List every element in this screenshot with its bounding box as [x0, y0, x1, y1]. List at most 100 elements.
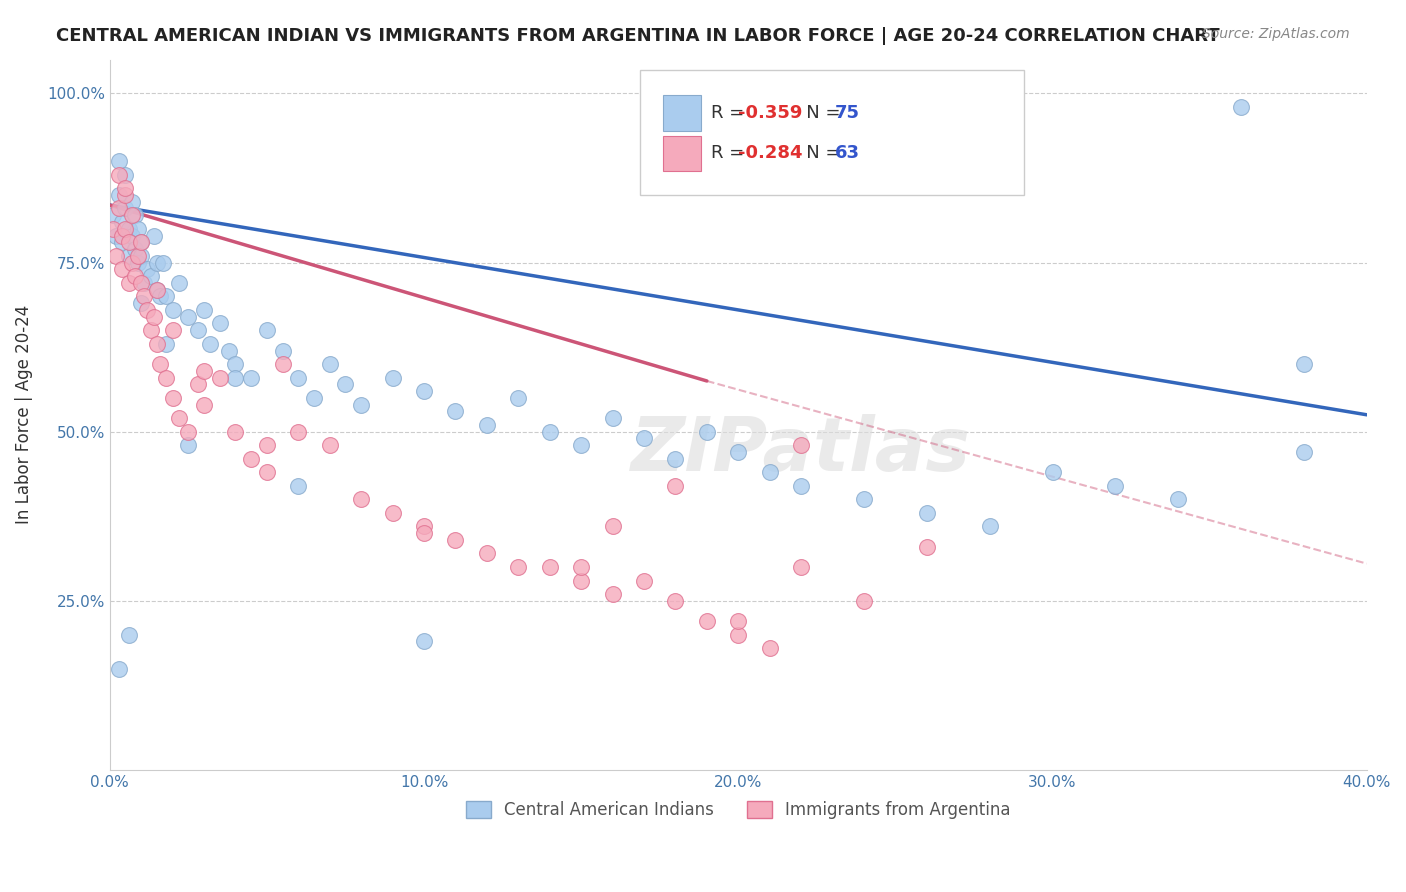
- Point: [218, 343, 240, 358]
- Point: [114, 188, 136, 202]
- Point: [790, 438, 813, 452]
- Point: [167, 276, 190, 290]
- Point: [224, 425, 246, 439]
- Point: [633, 574, 655, 588]
- Text: -0.359: -0.359: [738, 103, 803, 122]
- Point: [114, 181, 136, 195]
- Point: [602, 587, 624, 601]
- Point: [162, 323, 184, 337]
- Point: [111, 228, 134, 243]
- Point: [664, 451, 686, 466]
- Point: [149, 357, 172, 371]
- Point: [664, 479, 686, 493]
- Point: [117, 249, 139, 263]
- Text: N =: N =: [789, 103, 846, 122]
- Point: [193, 302, 215, 317]
- Point: [136, 262, 159, 277]
- Point: [696, 614, 718, 628]
- Point: [121, 194, 143, 209]
- Point: [758, 465, 780, 479]
- Point: [1292, 445, 1315, 459]
- FancyBboxPatch shape: [662, 95, 700, 130]
- Point: [117, 628, 139, 642]
- Point: [155, 370, 177, 384]
- Point: [1104, 479, 1126, 493]
- Text: -0.284: -0.284: [738, 145, 803, 162]
- Point: [177, 425, 200, 439]
- Text: 75: 75: [835, 103, 860, 122]
- Point: [108, 202, 131, 216]
- Point: [508, 560, 530, 574]
- Text: CENTRAL AMERICAN INDIAN VS IMMIGRANTS FROM ARGENTINA IN LABOR FORCE | AGE 20-24 : CENTRAL AMERICAN INDIAN VS IMMIGRANTS FR…: [56, 27, 1220, 45]
- Point: [177, 438, 200, 452]
- Point: [915, 540, 938, 554]
- Point: [129, 276, 152, 290]
- Point: [117, 276, 139, 290]
- Point: [167, 411, 190, 425]
- Point: [162, 391, 184, 405]
- Point: [633, 432, 655, 446]
- Point: [915, 506, 938, 520]
- Point: [101, 221, 124, 235]
- Point: [149, 289, 172, 303]
- Point: [287, 479, 309, 493]
- Point: [108, 188, 131, 202]
- Point: [350, 492, 373, 507]
- Point: [121, 208, 143, 222]
- Point: [111, 262, 134, 277]
- Point: [758, 641, 780, 656]
- Point: [602, 411, 624, 425]
- Point: [256, 323, 278, 337]
- Point: [139, 323, 162, 337]
- Point: [413, 634, 436, 648]
- Point: [146, 283, 169, 297]
- Point: [224, 370, 246, 384]
- Point: [127, 255, 149, 269]
- Point: [256, 465, 278, 479]
- Point: [146, 336, 169, 351]
- Point: [124, 208, 146, 222]
- Y-axis label: In Labor Force | Age 20-24: In Labor Force | Age 20-24: [15, 305, 32, 524]
- Text: R =: R =: [710, 145, 749, 162]
- Point: [979, 519, 1001, 533]
- Point: [790, 479, 813, 493]
- Point: [240, 451, 263, 466]
- Point: [111, 215, 134, 229]
- Point: [193, 364, 215, 378]
- Point: [124, 242, 146, 256]
- Point: [129, 235, 152, 250]
- Point: [475, 417, 498, 432]
- Point: [105, 228, 128, 243]
- Point: [287, 370, 309, 384]
- Point: [413, 519, 436, 533]
- Point: [538, 425, 561, 439]
- Point: [134, 289, 156, 303]
- Text: Source: ZipAtlas.com: Source: ZipAtlas.com: [1202, 27, 1350, 41]
- Text: R =: R =: [710, 103, 749, 122]
- Point: [152, 255, 174, 269]
- Point: [664, 594, 686, 608]
- Point: [105, 249, 128, 263]
- Point: [271, 357, 294, 371]
- Point: [117, 235, 139, 250]
- Point: [1167, 492, 1189, 507]
- Point: [569, 574, 592, 588]
- Point: [444, 404, 467, 418]
- Point: [475, 547, 498, 561]
- Point: [129, 235, 152, 250]
- Point: [129, 296, 152, 310]
- Point: [101, 208, 124, 222]
- Point: [121, 228, 143, 243]
- Point: [200, 336, 222, 351]
- Point: [240, 370, 263, 384]
- Point: [146, 283, 169, 297]
- Point: [444, 533, 467, 547]
- Point: [538, 560, 561, 574]
- Point: [193, 398, 215, 412]
- Point: [413, 384, 436, 398]
- Point: [142, 228, 165, 243]
- Point: [108, 168, 131, 182]
- Point: [1230, 100, 1253, 114]
- Point: [155, 336, 177, 351]
- Text: N =: N =: [789, 145, 846, 162]
